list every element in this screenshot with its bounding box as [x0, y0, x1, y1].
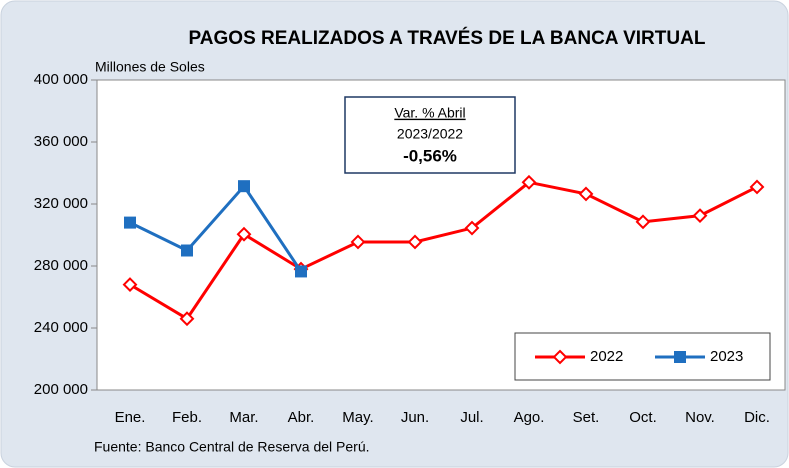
x-tick-label: Feb. — [172, 409, 202, 426]
point — [521, 174, 537, 190]
legend-label: 2023 — [710, 348, 743, 365]
legend-label: 2022 — [590, 348, 623, 365]
annotation-box: Var. % Abril 2023/2022 -0,56% — [344, 96, 516, 174]
x-tick-label: Set. — [573, 409, 600, 426]
point — [124, 216, 136, 229]
y-tick-label: 360 000 — [34, 133, 88, 150]
y-tick-label: 280 000 — [34, 257, 88, 274]
x-tick-label: Abr. — [288, 409, 315, 426]
series-line — [129, 180, 758, 321]
y-tick-label: 240 000 — [34, 319, 88, 336]
point — [181, 244, 193, 257]
x-tick-label: Oct. — [629, 409, 657, 426]
point — [295, 265, 307, 278]
series-line — [129, 183, 303, 273]
y-axis-label: Millones de Soles — [95, 59, 205, 75]
point — [350, 234, 366, 250]
x-tick-label: Ago. — [514, 409, 545, 426]
point — [692, 208, 708, 224]
x-tick-label: Jul. — [460, 409, 483, 426]
x-tick-label: May. — [342, 409, 373, 426]
source-note: Fuente: Banco Central de Reserva del Per… — [94, 439, 370, 455]
legend-marker — [674, 351, 686, 363]
annotation-value: -0,56% — [403, 146, 457, 165]
y-tick-label: 200 000 — [34, 381, 88, 398]
point — [578, 186, 594, 202]
point — [122, 277, 138, 293]
point — [635, 214, 651, 230]
x-tick-label: Nov. — [685, 409, 715, 426]
chart-title: PAGOS REALIZADOS A TRAVÉS DE LA BANCA VI… — [189, 27, 706, 49]
point — [407, 234, 423, 250]
point — [238, 180, 250, 193]
annotation-period: 2023/2022 — [397, 126, 463, 142]
y-tick-label: 400 000 — [34, 71, 88, 88]
annotation-heading: Var. % Abril — [394, 105, 465, 121]
x-tick-label: Dic. — [744, 409, 770, 426]
point — [749, 179, 765, 195]
x-tick-label: Mar. — [229, 409, 258, 426]
x-tick-label: Jun. — [401, 409, 429, 426]
x-tick-label: Ene. — [115, 409, 146, 426]
point — [464, 220, 480, 236]
point — [179, 311, 195, 327]
annotation-frame — [344, 96, 516, 174]
legend-marker — [552, 349, 568, 365]
y-tick-label: 320 000 — [34, 195, 88, 212]
point — [236, 226, 252, 242]
